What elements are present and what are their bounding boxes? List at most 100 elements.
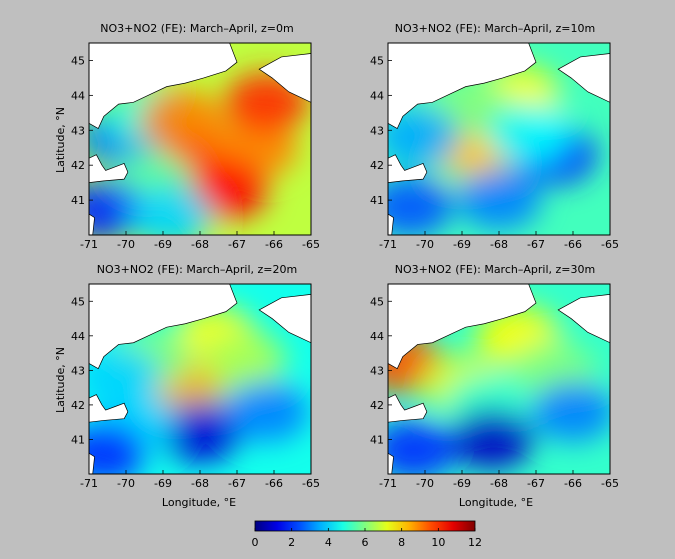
field-region xyxy=(388,177,453,235)
colorbar-tick-label: 2 xyxy=(288,536,295,549)
x-tick-label: -65 xyxy=(601,477,619,490)
panel-z0: NO3+NO2 (FE): March–April, z=0m -71 -70 -6… xyxy=(54,22,320,251)
land-mask xyxy=(89,43,238,130)
x-tick-label: -71 xyxy=(80,238,98,251)
y-tick-label: 44 xyxy=(370,330,384,343)
y-tick-label: 42 xyxy=(71,159,85,172)
x-tick-label: -66 xyxy=(265,477,283,490)
field-region xyxy=(202,330,287,390)
y-tick-label: 41 xyxy=(71,433,85,446)
land-mask xyxy=(89,452,95,474)
land-mask xyxy=(89,154,129,183)
field-layer xyxy=(89,284,311,474)
panel-title: NO3+NO2 (FE): March–April, z=20m xyxy=(97,263,297,276)
x-tick-label: -70 xyxy=(117,477,135,490)
x-tick-label: -67 xyxy=(527,238,545,251)
field-region xyxy=(128,187,213,235)
field-region xyxy=(388,107,460,168)
panel-z20: NO3+NO2 (FE): March–April, z=20m -71 -70 -… xyxy=(54,263,320,509)
field-layer xyxy=(89,43,311,235)
x-tick-label: -69 xyxy=(453,238,471,251)
y-tick-label: 43 xyxy=(71,124,85,137)
y-tick-label: 42 xyxy=(370,399,384,412)
land-mask xyxy=(388,154,428,183)
y-axis-label: Latitude, °N xyxy=(54,347,67,413)
y-axis-label: Latitude, °N xyxy=(54,107,67,173)
land-mask xyxy=(388,452,394,474)
land-mask xyxy=(388,213,394,235)
panel-z10: NO3+NO2 (FE): March–April, z=10m -71 -70 -… xyxy=(370,22,619,251)
land-mask xyxy=(258,53,311,103)
field-region xyxy=(89,423,146,474)
land-mask xyxy=(258,294,311,344)
panel-title: NO3+NO2 (FE): March–April, z=10m xyxy=(395,22,595,35)
plot-area: -71 -70 -69 -68 -67 -66 -65 41 42 43 44 45 xyxy=(71,42,320,251)
x-axis-label: Longitude, °E xyxy=(162,496,236,509)
field-region xyxy=(457,170,541,231)
field-layer xyxy=(388,284,610,474)
land-mask xyxy=(388,284,537,370)
x-tick-label: -68 xyxy=(490,238,508,251)
land-mask xyxy=(557,53,610,103)
colorbar-tick-label: 10 xyxy=(431,536,445,549)
x-tick-label: -71 xyxy=(379,477,397,490)
land-mask xyxy=(89,213,95,235)
colorbar-tick-label: 0 xyxy=(252,536,259,549)
panel-title: NO3+NO2 (FE): March–April, z=30m xyxy=(395,263,595,276)
x-tick-label: -69 xyxy=(453,477,471,490)
x-tick-label: -71 xyxy=(80,477,98,490)
y-tick-label: 44 xyxy=(370,89,384,102)
x-tick-label: -68 xyxy=(191,238,209,251)
x-tick-label: -65 xyxy=(302,238,320,251)
y-tick-label: 45 xyxy=(370,295,384,308)
field-region xyxy=(224,381,309,442)
x-tick-label: -69 xyxy=(154,238,172,251)
x-tick-label: -70 xyxy=(117,238,135,251)
y-tick-label: 41 xyxy=(71,194,85,207)
x-tick-label: -68 xyxy=(191,477,209,490)
colorbar-tick-label: 6 xyxy=(362,536,369,549)
y-tick-label: 43 xyxy=(71,364,85,377)
field-region xyxy=(158,402,242,463)
x-tick-label: -67 xyxy=(228,477,246,490)
x-tick-label: -67 xyxy=(527,477,545,490)
panel-title: NO3+NO2 (FE): March–April, z=0m xyxy=(100,22,293,35)
field-region xyxy=(89,347,161,408)
y-tick-label: 41 xyxy=(370,194,384,207)
plot-area: -71 -70 -69 -68 -67 -66 -65 41 42 43 44 45 xyxy=(370,42,619,251)
colorbar-tick-label: 12 xyxy=(468,536,482,549)
y-tick-label: 43 xyxy=(370,124,384,137)
land-mask xyxy=(388,394,428,423)
x-tick-label: -66 xyxy=(564,477,582,490)
field-region xyxy=(449,409,534,470)
colorbar: 0 2 4 6 8 10 12 xyxy=(252,520,482,549)
y-tick-label: 44 xyxy=(71,330,85,343)
x-tick-label: -68 xyxy=(490,477,508,490)
plot-area: -71 -70 -69 -68 -67 -66 -65 41 42 43 44 45 xyxy=(370,283,619,490)
x-tick-label: -67 xyxy=(228,238,246,251)
y-tick-label: 42 xyxy=(71,399,85,412)
x-tick-label: -69 xyxy=(154,477,172,490)
y-tick-label: 42 xyxy=(370,159,384,172)
land-mask xyxy=(89,394,129,423)
y-tick-label: 43 xyxy=(370,364,384,377)
y-tick-label: 45 xyxy=(71,54,85,67)
field-region xyxy=(388,419,456,474)
field-region xyxy=(531,381,610,442)
x-tick-label: -70 xyxy=(416,238,434,251)
field-region xyxy=(139,89,224,150)
x-tick-label: -70 xyxy=(416,477,434,490)
colorbar-tick-label: 4 xyxy=(325,536,332,549)
field-region xyxy=(486,103,571,164)
plot-area: -71 -70 -69 -68 -67 -66 -65 41 42 43 44 45 xyxy=(71,283,320,490)
x-tick-label: -71 xyxy=(379,238,397,251)
colorbar-tick-label: 8 xyxy=(398,536,405,549)
field-layer xyxy=(388,43,610,235)
y-tick-label: 44 xyxy=(71,89,85,102)
land-mask xyxy=(89,284,238,370)
x-tick-label: -66 xyxy=(564,238,582,251)
x-tick-label: -66 xyxy=(265,238,283,251)
land-mask xyxy=(388,43,537,130)
y-tick-label: 45 xyxy=(71,295,85,308)
